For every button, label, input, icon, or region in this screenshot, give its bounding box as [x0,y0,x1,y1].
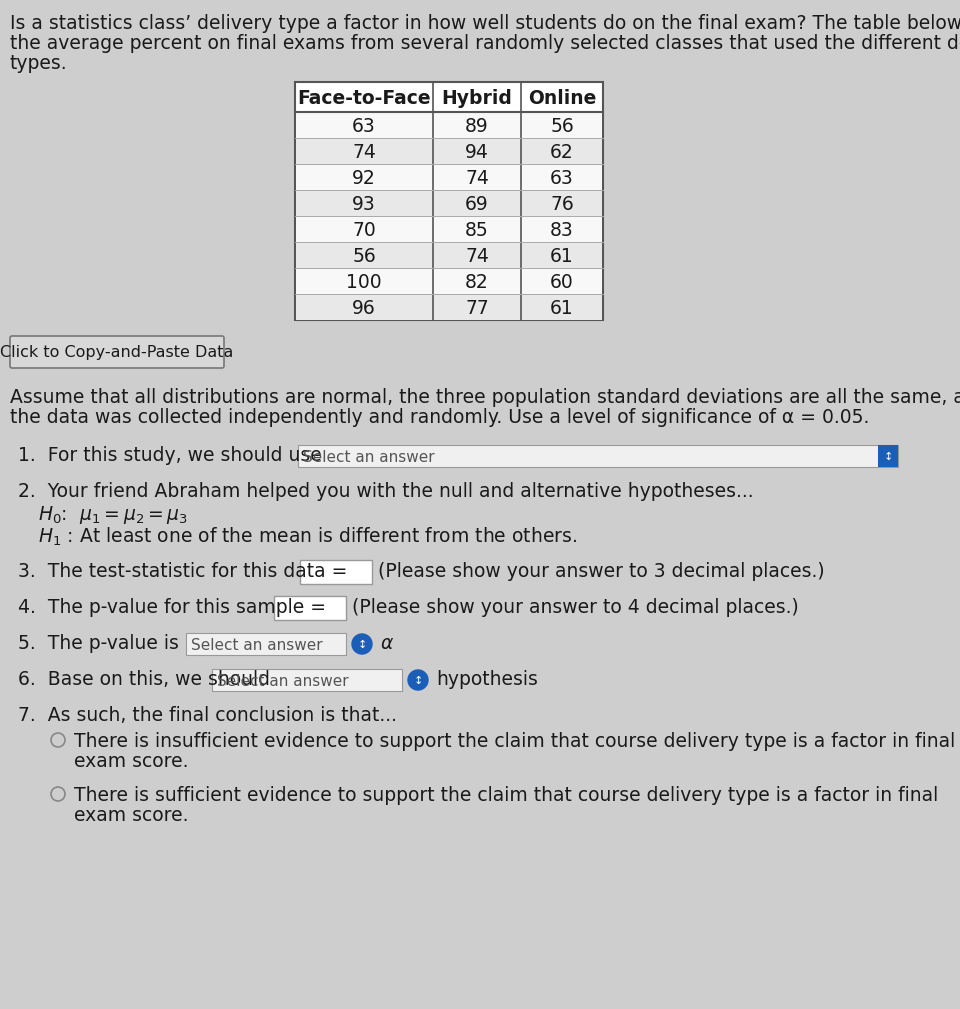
Bar [296,112,602,138]
Text: 5.  The p-value is: 5. The p-value is [18,634,179,653]
Text: 63: 63 [550,169,574,188]
Bar [186,633,346,655]
Text: 85: 85 [466,221,489,239]
Text: Assume that all distributions are normal, the three population standard deviatio: Assume that all distributions are normal… [10,388,960,407]
Text: There is insufficient evidence to support the claim that course delivery type is: There is insufficient evidence to suppor… [74,732,955,751]
Text: 3.  The test-statistic for this data =: 3. The test-statistic for this data = [18,562,348,581]
Bar [296,138,602,164]
Bar [296,164,602,190]
Text: (Please show your answer to 3 decimal places.): (Please show your answer to 3 decimal pl… [378,562,825,581]
Text: $H_1$ : At least one of the mean is different from the others.: $H_1$ : At least one of the mean is diff… [38,526,577,548]
Text: Select an answer: Select an answer [217,673,348,688]
Text: types.: types. [10,54,67,73]
Bar [274,596,346,620]
Bar [296,294,602,320]
Text: 56: 56 [352,246,376,265]
Text: 69: 69 [466,195,489,214]
Circle shape [352,634,372,654]
Text: Face-to-Face: Face-to-Face [298,89,431,108]
Text: 82: 82 [466,272,489,292]
Text: Hybrid: Hybrid [442,89,513,108]
Text: (Please show your answer to 4 decimal places.): (Please show your answer to 4 decimal pl… [352,598,799,616]
Text: 96: 96 [352,299,376,318]
FancyBboxPatch shape [10,336,224,368]
Text: ↕: ↕ [357,640,367,650]
Text: the average percent on final exams from several randomly selected classes that u: the average percent on final exams from … [10,34,960,53]
Bar [296,216,602,242]
Text: the data was collected independently and randomly. Use a level of significance o: the data was collected independently and… [10,408,870,427]
Text: Online: Online [528,89,596,108]
Text: 60: 60 [550,272,574,292]
Text: 76: 76 [550,195,574,214]
Circle shape [408,670,428,690]
Text: Click to Copy-and-Paste Data: Click to Copy-and-Paste Data [0,345,233,360]
Text: 56: 56 [550,116,574,135]
Text: 83: 83 [550,221,574,239]
Text: 4.  The p-value for this sample =: 4. The p-value for this sample = [18,598,326,616]
Text: 61: 61 [550,246,574,265]
Text: exam score.: exam score. [74,806,188,825]
Text: 70: 70 [352,221,376,239]
Text: ↕: ↕ [883,452,893,462]
Text: 74: 74 [465,169,489,188]
Text: 63: 63 [352,116,376,135]
Text: Select an answer: Select an answer [303,449,435,464]
Text: 6.  Base on this, we should: 6. Base on this, we should [18,670,270,689]
Text: $\alpha$: $\alpha$ [380,634,395,653]
Bar [298,445,898,467]
Text: $H_0$:  $\mu_1 = \mu_2 = \mu_3$: $H_0$: $\mu_1 = \mu_2 = \mu_3$ [38,504,188,526]
Text: 62: 62 [550,142,574,161]
Text: 93: 93 [352,195,376,214]
Bar [296,242,602,268]
Text: 74: 74 [465,246,489,265]
Bar [295,82,603,320]
Bar [296,268,602,294]
Text: Select an answer: Select an answer [191,638,323,653]
Text: 1.  For this study, we should use: 1. For this study, we should use [18,446,322,465]
Text: 89: 89 [466,116,489,135]
Text: ↕: ↕ [414,676,422,686]
Text: 77: 77 [466,299,489,318]
Text: 2.  Your friend Abraham helped you with the null and alternative hypotheses...: 2. Your friend Abraham helped you with t… [18,482,754,501]
Bar [300,560,372,584]
Bar [878,445,898,467]
Bar [296,190,602,216]
Text: 61: 61 [550,299,574,318]
Text: 94: 94 [465,142,489,161]
Text: hypothesis: hypothesis [436,670,538,689]
Text: 92: 92 [352,169,376,188]
Bar [212,669,402,691]
Text: exam score.: exam score. [74,752,188,771]
Text: 100: 100 [347,272,382,292]
Text: There is sufficient evidence to support the claim that course delivery type is a: There is sufficient evidence to support … [74,786,938,805]
Text: 7.  As such, the final conclusion is that...: 7. As such, the final conclusion is that… [18,706,397,725]
Text: 74: 74 [352,142,376,161]
Text: Is a statistics class’ delivery type a factor in how well students do on the fin: Is a statistics class’ delivery type a f… [10,14,960,33]
